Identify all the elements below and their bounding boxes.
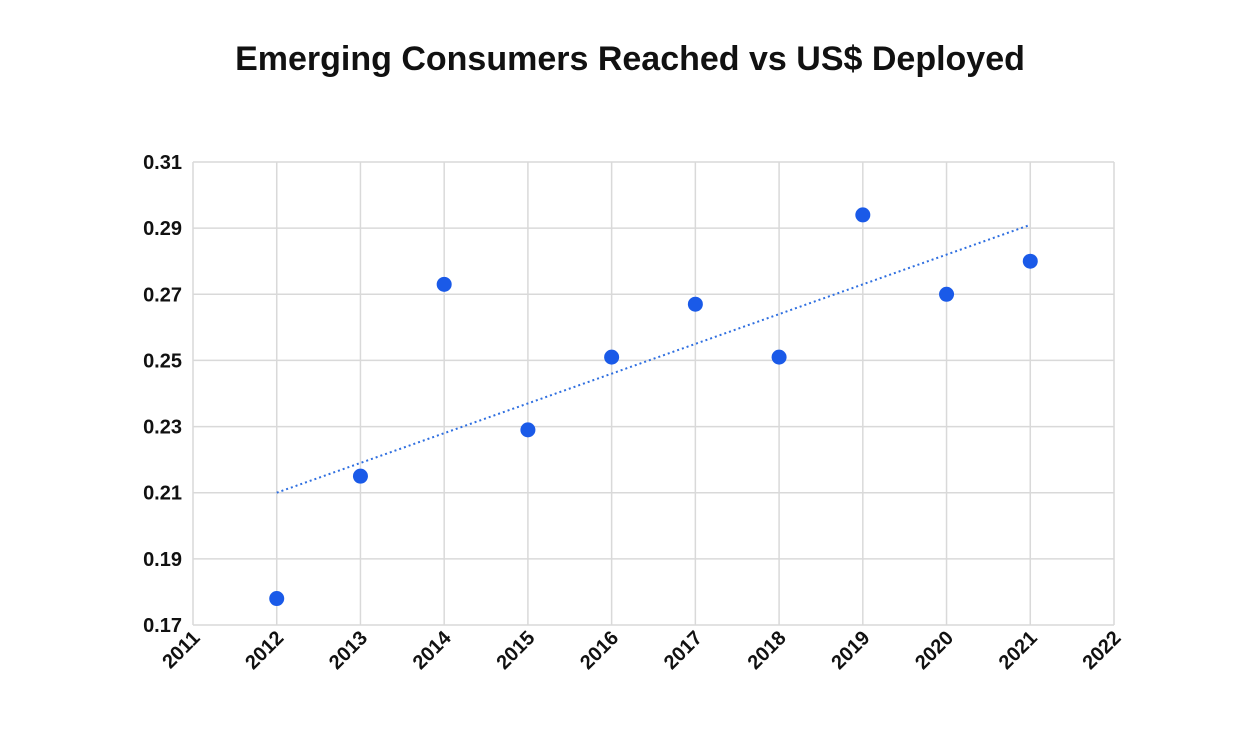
data-point (855, 207, 871, 223)
data-point (939, 286, 955, 302)
x-tick-label: 2015 (492, 627, 539, 674)
x-tick-label: 2020 (911, 627, 958, 674)
data-point (687, 296, 703, 312)
y-tick-label: 0.27 (143, 284, 182, 306)
x-tick-label: 2012 (241, 627, 288, 674)
y-tick-label: 0.21 (143, 483, 182, 505)
y-tick-label: 0.29 (143, 218, 182, 240)
y-tick-label: 0.25 (143, 350, 182, 372)
trendline-group (276, 223, 1031, 494)
data-point (269, 591, 285, 607)
x-tick-label: 2018 (744, 627, 791, 674)
x-tick-label: 2016 (576, 627, 623, 674)
x-tick-label: 2017 (660, 627, 707, 674)
y-tick-label: 0.23 (143, 417, 182, 439)
x-tick-label: 2013 (325, 627, 372, 674)
y-tick-label: 0.31 (143, 152, 182, 174)
data-point (771, 349, 787, 365)
y-tick-label: 0.19 (143, 549, 182, 571)
grid-lines (192, 161, 1115, 626)
data-points (269, 207, 1038, 607)
trendline (276, 223, 1031, 494)
data-point (1022, 253, 1038, 269)
data-point (352, 468, 368, 484)
x-tick-label: 2019 (827, 627, 874, 674)
x-axis-ticks: 2011 2012 2013 2014 2015 2016 2017 2018 2019 2020… (158, 626, 1125, 674)
x-tick-label: 2022 (1079, 627, 1126, 674)
data-point (604, 349, 620, 365)
y-axis-ticks: 0.17 0.19 0.21 0.23 0.25 0.27 0.29 0.31 (143, 152, 182, 637)
data-point (520, 422, 536, 438)
data-point (436, 276, 452, 292)
chart-title: Emerging Consumers Reached vs US$ Deploy… (235, 40, 1025, 78)
y-tick-label: 0.17 (143, 615, 182, 637)
x-tick-label: 2021 (995, 627, 1042, 674)
x-tick-label: 2014 (409, 626, 457, 674)
